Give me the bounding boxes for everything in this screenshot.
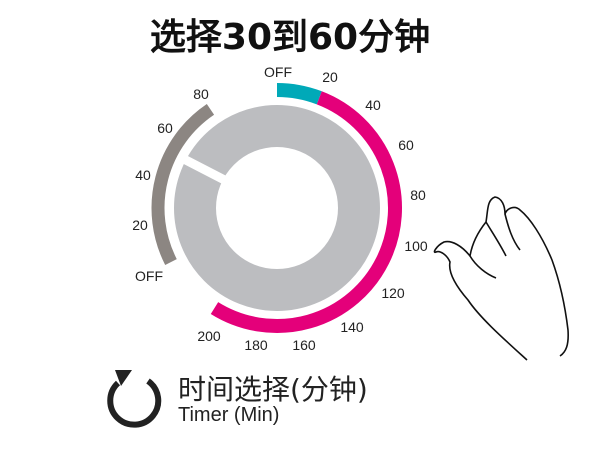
scale-label: 40 xyxy=(365,97,381,113)
scale-label: 20 xyxy=(322,69,338,85)
page-title: 选择30到60分钟 xyxy=(149,17,431,58)
knob-pointer-notch xyxy=(175,152,243,192)
left-scale-label-off: OFF xyxy=(135,268,163,284)
left-scale-label: 60 xyxy=(157,120,173,136)
left-scale-label: 20 xyxy=(132,217,148,233)
timed-range-arc xyxy=(210,91,402,333)
scale-label: 140 xyxy=(340,319,364,335)
left-scale-label: 40 xyxy=(135,167,151,183)
timer-knob[interactable] xyxy=(174,105,380,311)
timer-label-cn: 时间选择(分钟) xyxy=(178,373,368,406)
scale-label: 80 xyxy=(410,187,426,203)
scale-label: 180 xyxy=(244,337,268,353)
scale-label: 100 xyxy=(404,238,428,254)
rotate-clockwise-icon xyxy=(107,370,162,428)
timer-label-en: Timer (Min) xyxy=(178,404,280,426)
scale-label: 60 xyxy=(398,137,414,153)
left-scale-label: 80 xyxy=(193,86,209,102)
off-segment-arc xyxy=(276,83,322,105)
scale-label: 120 xyxy=(381,285,405,301)
scale-label-off: OFF xyxy=(264,64,292,80)
scale-label: 160 xyxy=(292,337,316,353)
pointing-hand-icon xyxy=(433,196,569,361)
scale-label: 200 xyxy=(197,328,221,344)
left-scale-arc xyxy=(151,103,215,265)
